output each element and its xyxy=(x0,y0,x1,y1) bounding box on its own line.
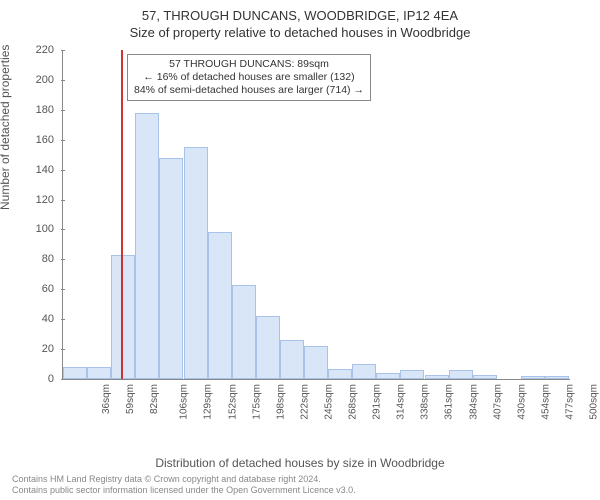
histogram-bar xyxy=(545,376,569,379)
y-axis-label: Number of detached properties xyxy=(0,45,12,210)
x-tick-label: 106sqm xyxy=(179,384,190,420)
chart-title-1: 57, THROUGH DUNCANS, WOODBRIDGE, IP12 4E… xyxy=(0,0,600,23)
y-tick-label: 220 xyxy=(24,44,54,56)
x-tick-label: 59sqm xyxy=(125,384,136,414)
y-tick-mark xyxy=(61,200,65,201)
y-tick-mark xyxy=(61,80,65,81)
x-tick-label: 198sqm xyxy=(275,384,286,420)
y-tick-label: 120 xyxy=(24,194,54,206)
y-tick-mark xyxy=(61,379,65,380)
histogram-bar xyxy=(256,316,280,379)
histogram-bar xyxy=(328,369,352,379)
x-tick-label: 291sqm xyxy=(372,384,383,420)
histogram-bar xyxy=(232,285,256,379)
x-tick-label: 268sqm xyxy=(348,384,359,420)
histogram-bar xyxy=(208,232,232,379)
y-tick-mark xyxy=(61,289,65,290)
y-tick-mark xyxy=(61,50,65,51)
y-tick-label: 40 xyxy=(24,313,54,325)
y-tick-label: 0 xyxy=(24,373,54,385)
histogram-bar xyxy=(473,375,497,379)
x-tick-label: 500sqm xyxy=(589,384,600,420)
footer-line-1: Contains HM Land Registry data © Crown c… xyxy=(12,474,356,485)
x-tick-label: 314sqm xyxy=(396,384,407,420)
x-tick-label: 175sqm xyxy=(251,384,262,420)
footer-line-2: Contains public sector information licen… xyxy=(12,485,356,496)
histogram-bar xyxy=(111,255,135,379)
x-tick-label: 129sqm xyxy=(203,384,214,420)
y-tick-mark xyxy=(61,349,65,350)
histogram-bar xyxy=(87,367,111,379)
histogram-bar xyxy=(449,370,473,379)
x-tick-label: 430sqm xyxy=(516,384,527,420)
x-tick-label: 152sqm xyxy=(227,384,238,420)
info-line-2: ← 16% of detached houses are smaller (13… xyxy=(134,71,364,84)
histogram-bar xyxy=(304,346,328,379)
x-tick-label: 82sqm xyxy=(149,384,160,414)
y-tick-label: 160 xyxy=(24,134,54,146)
x-tick-label: 407sqm xyxy=(492,384,503,420)
x-tick-label: 477sqm xyxy=(565,384,576,420)
y-tick-mark xyxy=(61,110,65,111)
chart-container: 57, THROUGH DUNCANS, WOODBRIDGE, IP12 4E… xyxy=(0,0,600,500)
plot-area: 57 THROUGH DUNCANS: 89sqm ← 16% of detac… xyxy=(62,50,570,380)
footer-attribution: Contains HM Land Registry data © Crown c… xyxy=(12,474,356,496)
histogram-bar xyxy=(184,147,208,379)
y-tick-label: 80 xyxy=(24,253,54,265)
y-tick-mark xyxy=(61,170,65,171)
histogram-bar xyxy=(159,158,183,379)
y-tick-label: 140 xyxy=(24,164,54,176)
property-marker-line xyxy=(121,50,123,379)
y-tick-label: 20 xyxy=(24,343,54,355)
x-tick-label: 361sqm xyxy=(444,384,455,420)
info-line-1: 57 THROUGH DUNCANS: 89sqm xyxy=(134,58,364,71)
y-tick-label: 180 xyxy=(24,104,54,116)
info-box: 57 THROUGH DUNCANS: 89sqm ← 16% of detac… xyxy=(127,54,371,101)
histogram-bar xyxy=(376,373,400,379)
y-tick-mark xyxy=(61,319,65,320)
x-tick-label: 36sqm xyxy=(101,384,112,414)
histogram-bar xyxy=(63,367,87,379)
histogram-bar xyxy=(352,364,376,379)
x-tick-label: 454sqm xyxy=(540,384,551,420)
y-tick-label: 60 xyxy=(24,283,54,295)
y-tick-label: 200 xyxy=(24,74,54,86)
x-tick-label: 245sqm xyxy=(324,384,335,420)
histogram-bar xyxy=(280,340,304,379)
y-tick-mark xyxy=(61,259,65,260)
y-tick-mark xyxy=(61,140,65,141)
x-tick-label: 222sqm xyxy=(299,384,310,420)
histogram-bar xyxy=(400,370,424,379)
histogram-bar xyxy=(521,376,545,379)
x-axis-label: Distribution of detached houses by size … xyxy=(0,456,600,470)
chart-title-2: Size of property relative to detached ho… xyxy=(0,23,600,40)
y-tick-label: 100 xyxy=(24,223,54,235)
info-line-3: 84% of semi-detached houses are larger (… xyxy=(134,84,364,97)
histogram-bar xyxy=(135,113,159,379)
x-tick-label: 384sqm xyxy=(468,384,479,420)
histogram-bar xyxy=(425,375,449,379)
x-tick-label: 338sqm xyxy=(420,384,431,420)
y-tick-mark xyxy=(61,229,65,230)
